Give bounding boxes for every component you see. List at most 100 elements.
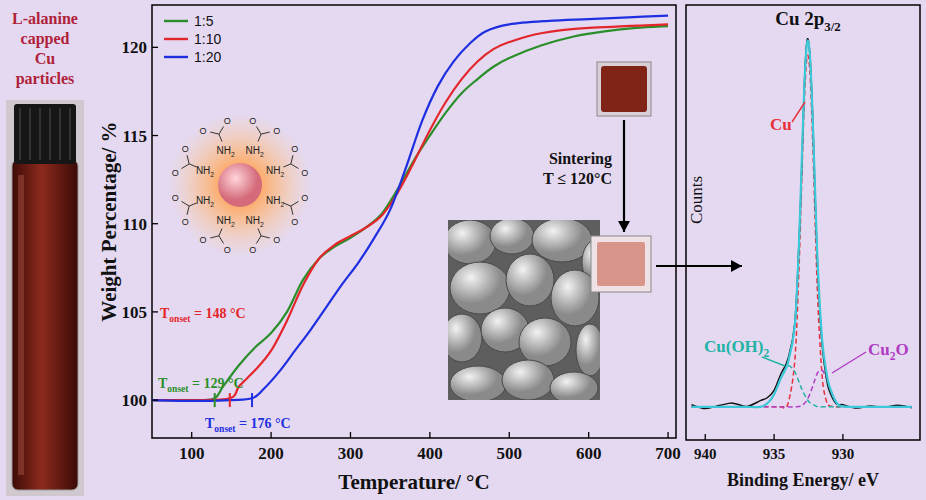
x-tick xyxy=(667,432,668,438)
bond xyxy=(291,201,299,206)
subscript: onset xyxy=(167,384,189,394)
sem-grain xyxy=(450,366,506,400)
cu-particle xyxy=(218,163,262,207)
onset-marker xyxy=(214,393,216,407)
oxygen-label: O xyxy=(301,193,308,203)
oxygen-label: O xyxy=(172,193,179,203)
photo-ground xyxy=(6,100,84,496)
bond xyxy=(258,134,261,141)
subscript: onset xyxy=(169,314,191,324)
xps-curve xyxy=(692,39,912,409)
plot-frame xyxy=(686,5,920,440)
subscript: 3/2 xyxy=(824,19,841,34)
text-part: NH xyxy=(266,195,280,206)
text-part: Cu xyxy=(770,115,792,134)
y-tick xyxy=(152,47,158,48)
bond xyxy=(261,132,270,134)
x-tick-label: 500 xyxy=(497,444,523,463)
y-tick-label: 120 xyxy=(122,38,148,57)
vial-photo xyxy=(6,100,84,496)
bond xyxy=(256,236,261,244)
subscript: 2 xyxy=(260,221,264,228)
component-label: Cu2O xyxy=(868,340,909,363)
xps-chart: 940935930Binding Energy/ eVCountsCu 2p3/… xyxy=(686,5,920,490)
sintering-arrow xyxy=(618,120,630,232)
oxygen-label: O xyxy=(273,126,280,136)
header-text: Cu xyxy=(35,50,56,67)
y-tick xyxy=(152,135,158,136)
chart-title: Cu 2p3/2 xyxy=(775,8,841,34)
amine-label: NH2 xyxy=(246,145,264,158)
leader-line xyxy=(792,102,805,122)
bond xyxy=(187,206,189,215)
subscript: 2 xyxy=(210,171,214,178)
x-tick xyxy=(705,434,706,440)
y-tick xyxy=(152,223,158,224)
x-tick xyxy=(350,432,351,438)
bond xyxy=(283,203,290,206)
tga-curve xyxy=(152,26,668,400)
sintering-text: Sintering xyxy=(549,150,612,168)
amine-label: NH2 xyxy=(266,165,284,178)
xps-curves xyxy=(692,39,912,409)
legend-swatch xyxy=(164,20,188,22)
xps-curve xyxy=(692,40,912,407)
sintering-text: T ≤ 120°C xyxy=(543,170,612,187)
y-tick xyxy=(152,311,158,312)
tga-curve xyxy=(152,24,668,400)
text-part: = 148 °C xyxy=(191,306,246,321)
photo-after-sintering xyxy=(591,236,651,292)
x-tick-label: 600 xyxy=(576,444,602,463)
x-tick xyxy=(270,432,271,438)
text-part: NH xyxy=(216,215,230,226)
sem-grain xyxy=(450,262,510,314)
oxygen-label: O xyxy=(224,116,231,126)
oxygen-label: O xyxy=(200,126,207,136)
cap-ridge xyxy=(29,108,31,160)
x-tick-label: 940 xyxy=(694,446,717,462)
x-axis-title: Temperature/ °C xyxy=(338,470,489,494)
graphical-abstract: L-alaninecappedCuparticlesNH2OONH2OONH2O… xyxy=(0,0,926,500)
x-tick xyxy=(842,434,843,440)
x-tick xyxy=(429,432,430,438)
oxygen-label: O xyxy=(224,245,231,255)
oxygen-label: O xyxy=(301,168,308,178)
x-tick-label: 930 xyxy=(832,446,855,462)
cap-ridge xyxy=(69,108,71,160)
bond xyxy=(283,164,290,167)
x-tick-label: 200 xyxy=(258,444,284,463)
tga-chart: NH2OONH2OONH2OONH2OONH2OONH2OONH2OONH2OO… xyxy=(97,5,681,494)
x-tick-label: 400 xyxy=(417,444,443,463)
text-part: NH xyxy=(216,145,230,156)
bond xyxy=(291,164,299,169)
bond xyxy=(291,155,293,164)
x-tick xyxy=(509,432,510,438)
arrow-shaft xyxy=(656,265,742,267)
text-part: Cu xyxy=(868,340,890,359)
legend-label: 1:10 xyxy=(194,31,221,47)
sem-grain xyxy=(550,372,598,400)
amine-label: NH2 xyxy=(196,165,214,178)
bond xyxy=(210,132,219,134)
xps-curve xyxy=(692,370,912,407)
text-part: NH xyxy=(246,145,260,156)
oxygen-label: O xyxy=(182,144,189,154)
y-tick-label: 115 xyxy=(122,127,147,146)
component-label: Cu xyxy=(770,115,792,134)
bond xyxy=(219,127,224,135)
onset-label: Tonset = 129 °C xyxy=(158,376,244,394)
bond xyxy=(256,127,261,135)
onset-marker xyxy=(251,393,253,407)
y-tick-label: 100 xyxy=(122,391,148,410)
y-tick xyxy=(152,399,158,400)
text-part: Cu(OH) xyxy=(704,337,764,356)
cap-ridge xyxy=(19,108,21,160)
subscript: 2 xyxy=(231,221,235,228)
sem-grain xyxy=(519,318,571,366)
text-part: NH xyxy=(266,165,280,176)
plot-frame xyxy=(152,5,676,438)
oxygen-label: O xyxy=(249,116,256,126)
to-xps-arrow xyxy=(656,260,742,272)
amine-label: NH2 xyxy=(216,215,234,228)
amine-label: NH2 xyxy=(266,195,284,208)
